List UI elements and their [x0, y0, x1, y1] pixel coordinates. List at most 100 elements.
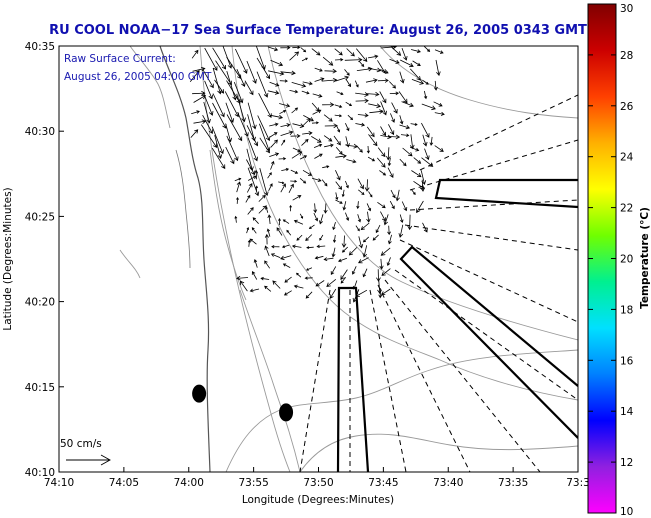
depth-contour-7	[239, 289, 301, 472]
current-vector-238	[357, 178, 364, 190]
current-vector-126	[290, 179, 298, 183]
current-vector-90	[268, 183, 273, 191]
current-vector-338	[422, 134, 428, 147]
current-vector-180	[324, 143, 334, 148]
current-vector-189	[334, 48, 343, 56]
current-vector-292	[390, 113, 395, 123]
current-vector-208	[326, 278, 337, 287]
current-vector-348	[433, 101, 443, 107]
surface-current-vectors	[189, 46, 445, 303]
current-vector-253	[369, 109, 384, 114]
current-vector-320	[398, 224, 404, 238]
current-vector-48	[247, 137, 258, 162]
current-vector-140	[301, 90, 310, 95]
current-vector-200	[335, 181, 343, 190]
current-vector-171	[304, 276, 313, 280]
current-vector-11	[202, 91, 214, 116]
station-marker-2	[279, 403, 294, 422]
colorbar-tick-label-0: 30	[620, 3, 633, 15]
current-vector-0	[191, 49, 199, 59]
current-vector-199	[335, 170, 341, 181]
current-vector-193	[334, 104, 343, 108]
current-vector-176	[322, 102, 335, 108]
colorbar-tick-label-7: 16	[620, 355, 634, 367]
current-vector-279	[377, 201, 386, 209]
current-vector-50	[246, 159, 256, 176]
sector-dash-1	[409, 139, 578, 191]
current-vector-230	[358, 60, 365, 67]
current-vector-184	[319, 214, 324, 225]
current-vector-187	[314, 255, 324, 260]
current-vector-276	[377, 147, 386, 158]
current-vector-85	[269, 132, 278, 138]
current-vector-254	[366, 126, 375, 138]
current-vector-137	[300, 47, 307, 53]
current-vector-103	[279, 110, 287, 115]
current-vector-29	[225, 102, 235, 123]
sector-dash-5	[394, 269, 578, 401]
current-vector-69	[255, 185, 259, 192]
current-vector-334	[422, 79, 429, 85]
current-vector-163	[314, 153, 323, 159]
station-markers	[192, 384, 294, 422]
x-tick-label-2: 74:00	[174, 477, 204, 489]
colorbar-tick-label-3: 24	[620, 152, 634, 164]
current-vector-266	[362, 268, 368, 278]
depth-contour-8	[209, 149, 247, 301]
current-vector-195	[336, 125, 341, 133]
current-vector-155	[314, 67, 323, 72]
current-vector-224	[341, 235, 347, 248]
current-vector-346	[435, 59, 441, 77]
current-vector-280	[380, 211, 386, 222]
current-vector-123	[292, 147, 301, 152]
current-vector-343	[416, 200, 424, 214]
current-vector-213	[345, 78, 352, 88]
current-vector-18	[214, 79, 225, 94]
current-vector-22	[214, 134, 223, 159]
current-vector-281	[375, 224, 381, 234]
current-vector-164	[311, 177, 322, 182]
current-vector-293	[388, 124, 395, 136]
current-vector-110	[280, 183, 286, 193]
current-vector-349	[434, 111, 445, 116]
current-vector-303	[380, 247, 391, 256]
current-vector-5	[191, 110, 200, 115]
current-vector-174	[324, 68, 337, 74]
current-vector-194	[334, 114, 343, 118]
current-vector-8	[204, 47, 218, 71]
current-vector-2	[189, 70, 200, 82]
current-vector-298	[390, 189, 396, 199]
current-vector-272	[379, 91, 387, 104]
current-vector-300	[383, 214, 389, 226]
current-vector-12	[203, 101, 211, 124]
current-vector-290	[389, 91, 400, 96]
current-vector-342	[420, 179, 426, 192]
current-vector-84	[269, 122, 279, 127]
current-vector-324	[411, 79, 425, 85]
current-vector-168	[305, 234, 313, 242]
depth-contour-2	[231, 46, 578, 401]
current-vector-336	[421, 103, 436, 111]
depth-contour-9	[129, 46, 171, 129]
current-vector-111	[278, 218, 281, 226]
current-vector-107	[278, 157, 287, 161]
current-vector-273	[380, 101, 387, 116]
current-vector-310	[398, 91, 408, 104]
current-vector-86	[270, 139, 278, 148]
x-tick-label-4: 73:50	[303, 477, 333, 489]
x-tick-label-5: 73:45	[368, 477, 398, 489]
x-tick-label-8: 73:3	[566, 477, 590, 489]
current-vector-78	[268, 46, 279, 52]
current-vector-291	[391, 102, 398, 114]
current-vector-172	[305, 291, 313, 299]
current-vector-91	[265, 206, 269, 213]
y-tick-label-4: 40:30	[25, 126, 55, 138]
current-vector-64	[257, 115, 271, 142]
current-vector-261	[366, 211, 371, 223]
current-vector-44	[244, 80, 254, 96]
current-vector-14	[200, 124, 218, 149]
current-vector-92	[267, 214, 272, 225]
current-vector-178	[324, 123, 338, 129]
current-vector-307	[401, 47, 408, 61]
